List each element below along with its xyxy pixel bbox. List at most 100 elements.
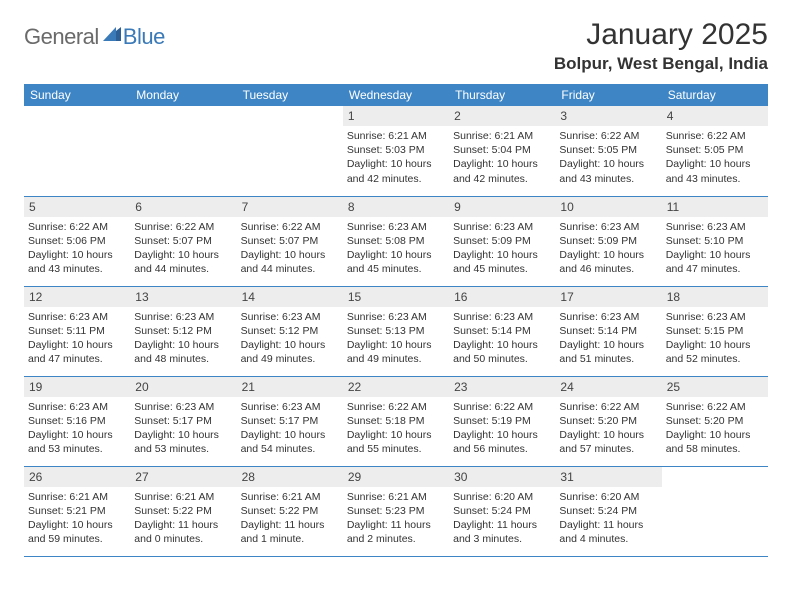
sunset-line: Sunset: 5:03 PM	[347, 143, 445, 157]
daylight-line: Daylight: 10 hours and 44 minutes.	[134, 248, 232, 276]
sunrise-line: Sunrise: 6:22 AM	[134, 220, 232, 234]
day-info: Sunrise: 6:23 AMSunset: 5:14 PMDaylight:…	[559, 310, 657, 367]
sunrise-line: Sunrise: 6:23 AM	[666, 310, 764, 324]
day-cell: 13Sunrise: 6:23 AMSunset: 5:12 PMDayligh…	[130, 286, 236, 376]
day-number: 27	[130, 467, 236, 487]
sunrise-line: Sunrise: 6:21 AM	[453, 129, 551, 143]
day-number: 12	[24, 287, 130, 307]
day-cell: 10Sunrise: 6:23 AMSunset: 5:09 PMDayligh…	[555, 196, 661, 286]
day-info: Sunrise: 6:22 AMSunset: 5:20 PMDaylight:…	[666, 400, 764, 457]
day-info: Sunrise: 6:23 AMSunset: 5:11 PMDaylight:…	[28, 310, 126, 367]
day-info: Sunrise: 6:21 AMSunset: 5:21 PMDaylight:…	[28, 490, 126, 547]
sunrise-line: Sunrise: 6:23 AM	[134, 310, 232, 324]
day-info: Sunrise: 6:22 AMSunset: 5:05 PMDaylight:…	[666, 129, 764, 186]
sunrise-line: Sunrise: 6:23 AM	[28, 400, 126, 414]
day-info: Sunrise: 6:21 AMSunset: 5:04 PMDaylight:…	[453, 129, 551, 186]
sunrise-line: Sunrise: 6:23 AM	[347, 310, 445, 324]
sunset-line: Sunset: 5:06 PM	[28, 234, 126, 248]
sunrise-line: Sunrise: 6:21 AM	[241, 490, 339, 504]
day-cell: 20Sunrise: 6:23 AMSunset: 5:17 PMDayligh…	[130, 376, 236, 466]
logo-text-blue: Blue	[123, 24, 165, 50]
day-cell: 6 Sunrise: 6:22 AMSunset: 5:07 PMDaylight…	[130, 196, 236, 286]
sunrise-line: Sunrise: 6:23 AM	[559, 220, 657, 234]
sunrise-line: Sunrise: 6:22 AM	[453, 400, 551, 414]
day-cell: 29Sunrise: 6:21 AMSunset: 5:23 PMDayligh…	[343, 466, 449, 556]
sunset-line: Sunset: 5:07 PM	[241, 234, 339, 248]
day-info: Sunrise: 6:21 AMSunset: 5:03 PMDaylight:…	[347, 129, 445, 186]
logo: General Blue	[24, 24, 165, 50]
sunset-line: Sunset: 5:24 PM	[559, 504, 657, 518]
day-cell: 5Sunrise: 6:22 AMSunset: 5:06 PMDaylight…	[24, 196, 130, 286]
day-number: 5	[24, 197, 130, 217]
day-number: 14	[237, 287, 343, 307]
day-number: 18	[662, 287, 768, 307]
daylight-line: Daylight: 10 hours and 42 minutes.	[347, 157, 445, 185]
day-header: Wednesday	[343, 84, 449, 106]
day-number: 30	[449, 467, 555, 487]
header: General Blue January 2025 Bolpur, West B…	[24, 18, 768, 74]
day-info: Sunrise: 6:22 AMSunset: 5:18 PMDaylight:…	[347, 400, 445, 457]
day-number: 24	[555, 377, 661, 397]
daylight-line: Daylight: 10 hours and 53 minutes.	[28, 428, 126, 456]
day-info: Sunrise: 6:20 AMSunset: 5:24 PMDaylight:…	[559, 490, 657, 547]
daylight-line: Daylight: 11 hours and 3 minutes.	[453, 518, 551, 546]
day-info: Sunrise: 6:23 AMSunset: 5:17 PMDaylight:…	[134, 400, 232, 457]
daylight-line: Daylight: 10 hours and 55 minutes.	[347, 428, 445, 456]
sunrise-line: Sunrise: 6:23 AM	[241, 310, 339, 324]
logo-text-general: General	[24, 24, 99, 50]
day-number: 6	[130, 197, 236, 217]
day-cell: 2Sunrise: 6:21 AMSunset: 5:04 PMDaylight…	[449, 106, 555, 196]
sunrise-line: Sunrise: 6:23 AM	[134, 400, 232, 414]
sunset-line: Sunset: 5:17 PM	[134, 414, 232, 428]
sunset-line: Sunset: 5:17 PM	[241, 414, 339, 428]
sunset-line: Sunset: 5:05 PM	[559, 143, 657, 157]
day-number: 3	[555, 106, 661, 126]
day-info: Sunrise: 6:20 AMSunset: 5:24 PMDaylight:…	[453, 490, 551, 547]
daylight-line: Daylight: 10 hours and 51 minutes.	[559, 338, 657, 366]
sunset-line: Sunset: 5:12 PM	[241, 324, 339, 338]
week-row: 26Sunrise: 6:21 AMSunset: 5:21 PMDayligh…	[24, 466, 768, 556]
day-cell: 31Sunrise: 6:20 AMSunset: 5:24 PMDayligh…	[555, 466, 661, 556]
sunrise-line: Sunrise: 6:22 AM	[347, 400, 445, 414]
week-row: 1Sunrise: 6:21 AMSunset: 5:03 PMDaylight…	[24, 106, 768, 196]
daylight-line: Daylight: 10 hours and 53 minutes.	[134, 428, 232, 456]
sunset-line: Sunset: 5:10 PM	[666, 234, 764, 248]
daylight-line: Daylight: 10 hours and 59 minutes.	[28, 518, 126, 546]
daylight-line: Daylight: 11 hours and 4 minutes.	[559, 518, 657, 546]
day-header: Thursday	[449, 84, 555, 106]
daylight-line: Daylight: 10 hours and 44 minutes.	[241, 248, 339, 276]
day-number: 19	[24, 377, 130, 397]
day-cell: 12 Sunrise: 6:23 AMSunset: 5:11 PMDayligh…	[24, 286, 130, 376]
day-info: Sunrise: 6:22 AMSunset: 5:07 PMDaylight:…	[241, 220, 339, 277]
calendar-header-row: SundayMondayTuesdayWednesdayThursdayFrid…	[24, 84, 768, 106]
daylight-line: Daylight: 10 hours and 43 minutes.	[666, 157, 764, 185]
day-info: Sunrise: 6:23 AMSunset: 5:09 PMDaylight:…	[559, 220, 657, 277]
sunrise-line: Sunrise: 6:22 AM	[666, 129, 764, 143]
sunset-line: Sunset: 5:18 PM	[347, 414, 445, 428]
day-cell: 7Sunrise: 6:22 AMSunset: 5:07 PMDaylight…	[237, 196, 343, 286]
title-block: January 2025 Bolpur, West Bengal, India	[554, 18, 768, 74]
day-info: Sunrise: 6:23 AMSunset: 5:12 PMDaylight:…	[134, 310, 232, 367]
empty-day-cell	[237, 106, 343, 196]
day-info: Sunrise: 6:22 AMSunset: 5:07 PMDaylight:…	[134, 220, 232, 277]
daylight-line: Daylight: 10 hours and 46 minutes.	[559, 248, 657, 276]
day-cell: 1Sunrise: 6:21 AMSunset: 5:03 PMDaylight…	[343, 106, 449, 196]
daylight-line: Daylight: 10 hours and 49 minutes.	[241, 338, 339, 366]
sunrise-line: Sunrise: 6:22 AM	[241, 220, 339, 234]
sunrise-line: Sunrise: 6:23 AM	[347, 220, 445, 234]
daylight-line: Daylight: 10 hours and 54 minutes.	[241, 428, 339, 456]
sunrise-line: Sunrise: 6:22 AM	[28, 220, 126, 234]
day-info: Sunrise: 6:22 AMSunset: 5:05 PMDaylight:…	[559, 129, 657, 186]
day-cell: 19Sunrise: 6:23 AMSunset: 5:16 PMDayligh…	[24, 376, 130, 466]
day-info: Sunrise: 6:23 AMSunset: 5:09 PMDaylight:…	[453, 220, 551, 277]
day-cell: 17Sunrise: 6:23 AMSunset: 5:14 PMDayligh…	[555, 286, 661, 376]
day-number: 4	[662, 106, 768, 126]
sunrise-line: Sunrise: 6:23 AM	[241, 400, 339, 414]
day-cell: 11Sunrise: 6:23 AMSunset: 5:10 PMDayligh…	[662, 196, 768, 286]
sunrise-line: Sunrise: 6:21 AM	[134, 490, 232, 504]
day-header: Saturday	[662, 84, 768, 106]
day-cell: 27Sunrise: 6:21 AMSunset: 5:22 PMDayligh…	[130, 466, 236, 556]
sunset-line: Sunset: 5:21 PM	[28, 504, 126, 518]
daylight-line: Daylight: 10 hours and 47 minutes.	[28, 338, 126, 366]
daylight-line: Daylight: 10 hours and 45 minutes.	[347, 248, 445, 276]
